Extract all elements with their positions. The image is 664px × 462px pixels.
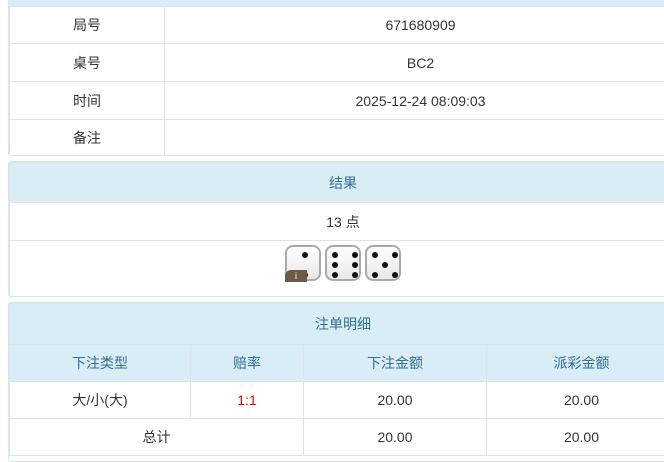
pip: [332, 262, 338, 268]
result-table: 结果 13 点 i: [9, 162, 664, 297]
label: 桌号: [10, 44, 165, 82]
label: 时间: [10, 82, 165, 120]
die-6: [325, 245, 361, 281]
bet-odds: 1:1: [191, 382, 304, 419]
bet-header: 下注类型 赔率 下注金额 派彩金额: [10, 345, 664, 382]
bet-row: 大/小(大) 1:1 20.00 20.00: [10, 382, 664, 419]
pip: [352, 252, 358, 258]
col-odds: 赔率: [191, 345, 304, 382]
dice-cell: i: [10, 241, 664, 297]
pip: [392, 252, 398, 258]
col-payout: 派彩金额: [487, 345, 664, 382]
result-title: 结果: [10, 163, 664, 203]
pip: [352, 262, 358, 268]
label: 局号: [10, 7, 165, 44]
pip: [332, 252, 338, 258]
bet-payout: 20.00: [487, 382, 664, 419]
bet-amount: 20.00: [304, 382, 487, 419]
die-2: i: [285, 245, 321, 281]
pip: [302, 252, 308, 258]
total-row: 总计 20.00 20.00: [10, 419, 664, 456]
note-value: [165, 120, 664, 157]
time-value: 2025-12-24 08:09:03: [165, 82, 664, 120]
row-note: 备注: [10, 120, 664, 157]
pip: [372, 252, 378, 258]
round-value: 671680909: [165, 7, 664, 44]
total-label: 总计: [10, 419, 304, 456]
bet-type: 大/小(大): [10, 382, 191, 419]
bet-panel: 注单明细 下注类型 赔率 下注金额 派彩金额 大/小(大) 1:1 20.00 …: [8, 302, 664, 462]
pip: [352, 272, 358, 278]
result-panel: 结果 13 点 i: [8, 161, 664, 297]
total-payout: 20.00: [487, 419, 664, 456]
table-value: BC2: [165, 44, 664, 82]
pip: [382, 262, 388, 268]
pip: [332, 272, 338, 278]
dice: i: [10, 241, 664, 281]
label: 备注: [10, 120, 165, 157]
bet-title: 注单明细: [10, 304, 664, 345]
result-points: 13 点: [10, 203, 664, 241]
pip: [392, 272, 398, 278]
total-amount: 20.00: [304, 419, 487, 456]
info-badge-icon[interactable]: i: [285, 270, 307, 282]
die-5: [365, 245, 401, 281]
bet-table: 注单明细 下注类型 赔率 下注金额 派彩金额 大/小(大) 1:1 20.00 …: [9, 303, 664, 456]
col-amount: 下注金额: [304, 345, 487, 382]
pip: [372, 272, 378, 278]
col-type: 下注类型: [10, 345, 191, 382]
